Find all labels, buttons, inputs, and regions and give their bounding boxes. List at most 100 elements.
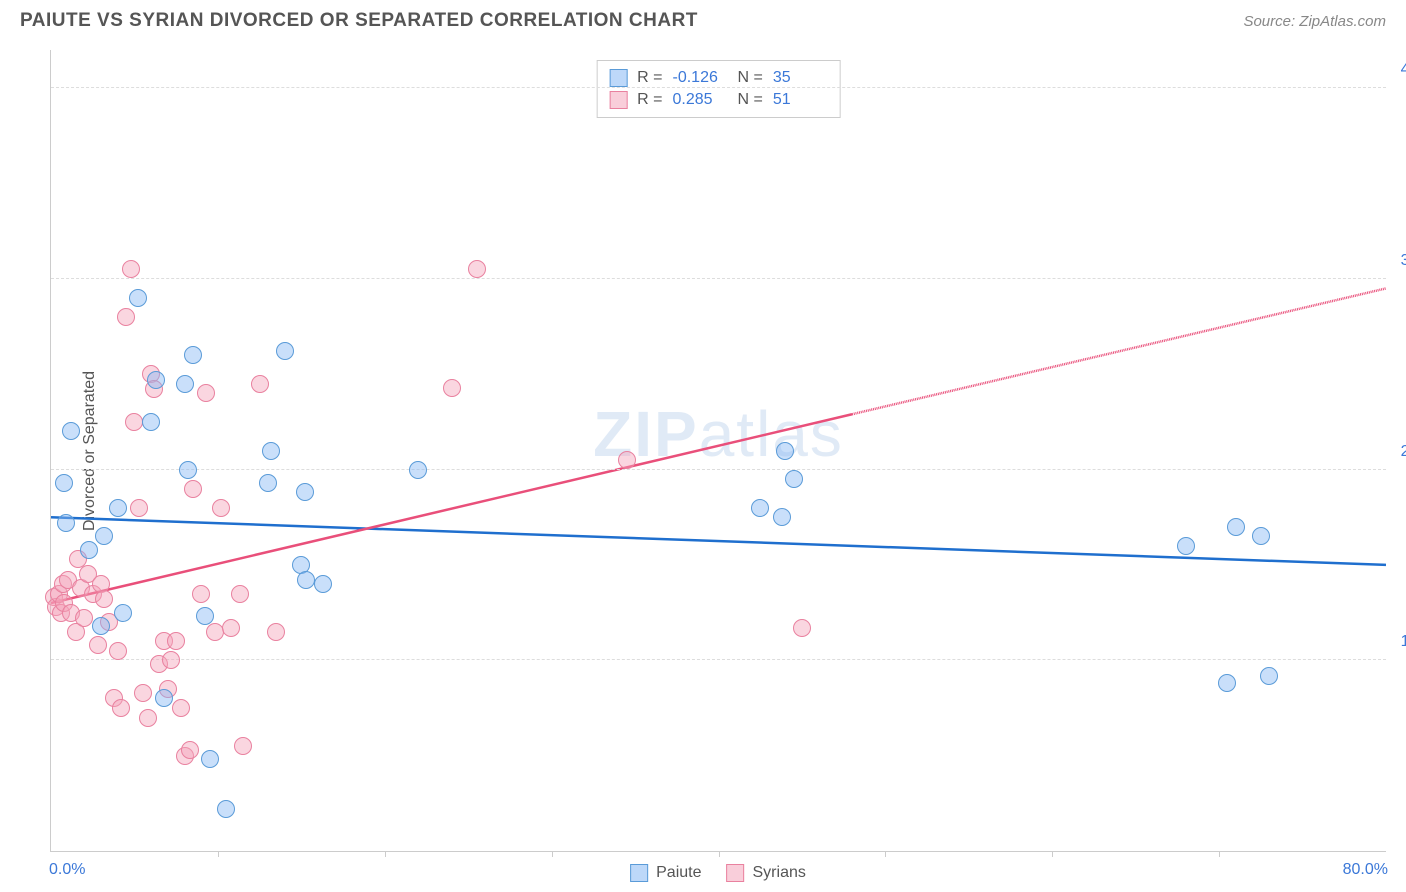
data-point — [62, 422, 80, 440]
data-point — [142, 413, 160, 431]
data-point — [125, 413, 143, 431]
y-tick-label: 40.0% — [1391, 61, 1406, 79]
gridline — [51, 659, 1386, 660]
data-point — [122, 260, 140, 278]
data-point — [147, 371, 165, 389]
data-point — [443, 379, 461, 397]
legend-label-paiute: Paiute — [656, 864, 701, 882]
data-point — [1177, 537, 1195, 555]
r-label: R = — [637, 69, 662, 87]
swatch-paiute — [609, 69, 627, 87]
r-value-syrians: 0.285 — [673, 91, 728, 109]
data-point — [468, 260, 486, 278]
data-point — [80, 541, 98, 559]
data-point — [117, 308, 135, 326]
chart-title: PAIUTE VS SYRIAN DIVORCED OR SEPARATED C… — [20, 10, 698, 32]
data-point — [1252, 527, 1270, 545]
data-point — [114, 604, 132, 622]
data-point — [793, 619, 811, 637]
data-point — [109, 642, 127, 660]
data-point — [196, 607, 214, 625]
x-tick — [1052, 851, 1053, 857]
data-point — [197, 384, 215, 402]
correlation-legend: R = -0.126 N = 35 R = 0.285 N = 51 — [596, 60, 841, 118]
x-tick-min: 0.0% — [49, 861, 85, 879]
data-point — [296, 483, 314, 501]
data-point — [201, 750, 219, 768]
n-value-paiute: 35 — [773, 69, 828, 87]
data-point — [751, 499, 769, 517]
data-point — [172, 699, 190, 717]
gridline — [51, 278, 1386, 279]
n-value-syrians: 51 — [773, 91, 828, 109]
x-tick — [719, 851, 720, 857]
n-label: N = — [738, 91, 763, 109]
data-point — [217, 800, 235, 818]
data-point — [409, 461, 427, 479]
trend-lines-layer — [51, 50, 1386, 851]
y-tick-label: 30.0% — [1391, 252, 1406, 270]
x-tick-max: 80.0% — [1343, 861, 1388, 879]
data-point — [231, 585, 249, 603]
swatch-syrians — [609, 91, 627, 109]
data-point — [212, 499, 230, 517]
data-point — [112, 699, 130, 717]
data-point — [181, 741, 199, 759]
data-point — [89, 636, 107, 654]
data-point — [167, 632, 185, 650]
x-tick — [1219, 851, 1220, 857]
data-point — [259, 474, 277, 492]
data-point — [129, 289, 147, 307]
legend-row-syrians: R = 0.285 N = 51 — [609, 89, 828, 111]
data-point — [297, 571, 315, 589]
data-point — [75, 609, 93, 627]
chart-area: Divorced or Separated ZIPatlas R = -0.12… — [50, 50, 1386, 852]
data-point — [785, 470, 803, 488]
data-point — [1260, 667, 1278, 685]
data-point — [57, 514, 75, 532]
data-point — [176, 375, 194, 393]
n-label: N = — [738, 69, 763, 87]
series-legend: Paiute Syrians — [630, 864, 806, 882]
data-point — [192, 585, 210, 603]
legend-item-syrians: Syrians — [727, 864, 806, 882]
legend-row-paiute: R = -0.126 N = 35 — [609, 67, 828, 89]
gridline — [51, 87, 1386, 88]
data-point — [206, 623, 224, 641]
x-tick — [552, 851, 553, 857]
legend-label-syrians: Syrians — [753, 864, 806, 882]
data-point — [1218, 674, 1236, 692]
data-point — [130, 499, 148, 517]
data-point — [184, 480, 202, 498]
swatch-syrians-icon — [727, 864, 745, 882]
data-point — [184, 346, 202, 364]
x-tick — [885, 851, 886, 857]
data-point — [95, 590, 113, 608]
data-point — [155, 689, 173, 707]
data-point — [251, 375, 269, 393]
plot-surface: ZIPatlas R = -0.126 N = 35 R = 0.285 N =… — [50, 50, 1386, 852]
data-point — [1227, 518, 1245, 536]
r-value-paiute: -0.126 — [673, 69, 728, 87]
data-point — [773, 508, 791, 526]
data-point — [134, 684, 152, 702]
y-tick-label: 10.0% — [1391, 633, 1406, 651]
data-point — [262, 442, 280, 460]
data-point — [267, 623, 285, 641]
data-point — [162, 651, 180, 669]
r-label: R = — [637, 91, 662, 109]
data-point — [55, 474, 73, 492]
data-point — [109, 499, 127, 517]
data-point — [222, 619, 240, 637]
swatch-paiute-icon — [630, 864, 648, 882]
source-label: Source: ZipAtlas.com — [1243, 13, 1386, 30]
data-point — [234, 737, 252, 755]
data-point — [276, 342, 294, 360]
data-point — [179, 461, 197, 479]
x-tick — [218, 851, 219, 857]
data-point — [314, 575, 332, 593]
y-tick-label: 20.0% — [1391, 443, 1406, 461]
data-point — [92, 617, 110, 635]
data-point — [139, 709, 157, 727]
data-point — [618, 451, 636, 469]
